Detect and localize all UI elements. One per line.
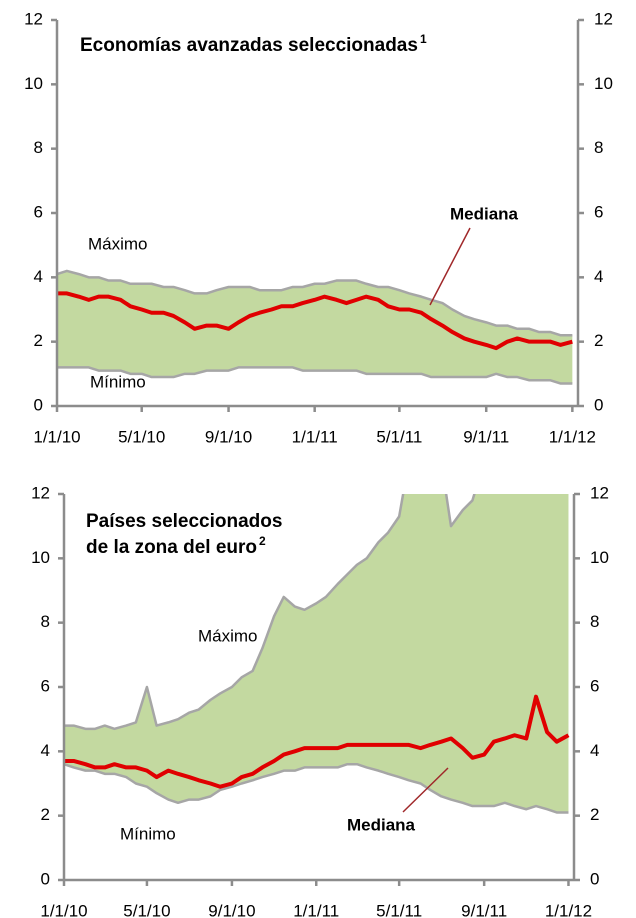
- y2-tick-label: 6: [594, 202, 603, 221]
- title-note: 1: [420, 32, 427, 46]
- y2-tick-label: 8: [594, 138, 603, 157]
- y2-tick-label: 4: [590, 741, 599, 760]
- x-tick-label: 5/1/10: [123, 901, 170, 918]
- x-tick-label: 1/1/10: [40, 901, 87, 918]
- title-note: 2: [259, 534, 266, 548]
- x-tick-label: 1/1/12: [549, 427, 596, 446]
- y2-tick-label: 10: [594, 74, 613, 93]
- y-tick-label: 10: [24, 74, 43, 93]
- range-line: [64, 762, 569, 814]
- y2-tick-label: 0: [594, 395, 603, 414]
- median-label: Mediana: [347, 815, 416, 834]
- x-tick-label: 1/1/10: [33, 427, 80, 446]
- y2-tick-label: 4: [594, 267, 603, 286]
- y-tick-label: 4: [34, 267, 43, 286]
- min-label: Mínimo: [120, 824, 176, 843]
- median-leader: [402, 767, 449, 813]
- x-tick-label: 5/1/11: [376, 901, 422, 918]
- y-tick-label: 0: [41, 869, 50, 888]
- y-tick-label: 2: [34, 331, 43, 350]
- y2-tick-label: 6: [590, 676, 599, 695]
- x-tick-label: 9/1/10: [208, 901, 255, 918]
- median-line: [64, 694, 570, 789]
- chart-title: de la zona del euro: [86, 537, 257, 558]
- chart-title: Países seleccionados: [86, 511, 282, 532]
- range-line: [64, 494, 476, 731]
- y2-tick-label: 10: [590, 548, 609, 567]
- x-tick-label: 9/1/11: [463, 427, 509, 446]
- median-leader: [429, 227, 471, 306]
- x-tick-label: 5/1/11: [376, 427, 422, 446]
- max-label: Máximo: [198, 626, 258, 645]
- median-line: [57, 291, 573, 351]
- y-tick-label: 8: [34, 138, 43, 157]
- chart-panel: 0 0 2 2 4 4 6 6 8 8 10 10 12 12 1/1/10 5/1/10 9/1/10 1/1/…: [24, 9, 613, 446]
- y-tick-label: 12: [24, 9, 43, 28]
- range-line: [57, 366, 573, 385]
- y-tick-label: 4: [41, 741, 50, 760]
- max-label: Máximo: [88, 234, 148, 253]
- min-label: Mínimo: [90, 372, 146, 391]
- y2-tick-label: 12: [590, 483, 609, 502]
- chart-panel: 0 0 2 2 4 4 6 6 8 8 10 10 12 12 1/1/10 5/1/10 9/1/10 1/1/…: [31, 483, 609, 918]
- y-tick-label: 6: [34, 202, 43, 221]
- range-band: [64, 494, 569, 813]
- x-tick-label: 5/1/10: [118, 427, 165, 446]
- y-tick-label: 10: [31, 548, 50, 567]
- range-line: [57, 269, 573, 337]
- y-tick-label: 8: [41, 612, 50, 631]
- y-tick-label: 6: [41, 676, 50, 695]
- x-tick-label: 1/1/11: [293, 901, 339, 918]
- y-tick-label: 12: [31, 483, 50, 502]
- range-band: [57, 270, 573, 384]
- x-tick-label: 1/1/11: [292, 427, 338, 446]
- y2-tick-label: 12: [594, 9, 613, 28]
- median-label: Mediana: [450, 204, 519, 223]
- x-tick-label: 1/1/12: [545, 901, 592, 918]
- chart-title: Economías avanzadas seleccionadas: [80, 35, 418, 56]
- y2-tick-label: 0: [590, 869, 599, 888]
- y2-tick-label: 2: [594, 331, 603, 350]
- x-tick-label: 9/1/11: [461, 901, 507, 918]
- y-tick-label: 0: [34, 395, 43, 414]
- y-tick-label: 2: [41, 805, 50, 824]
- y2-tick-label: 2: [590, 805, 599, 824]
- y2-tick-label: 8: [590, 612, 599, 631]
- x-tick-label: 9/1/10: [205, 427, 252, 446]
